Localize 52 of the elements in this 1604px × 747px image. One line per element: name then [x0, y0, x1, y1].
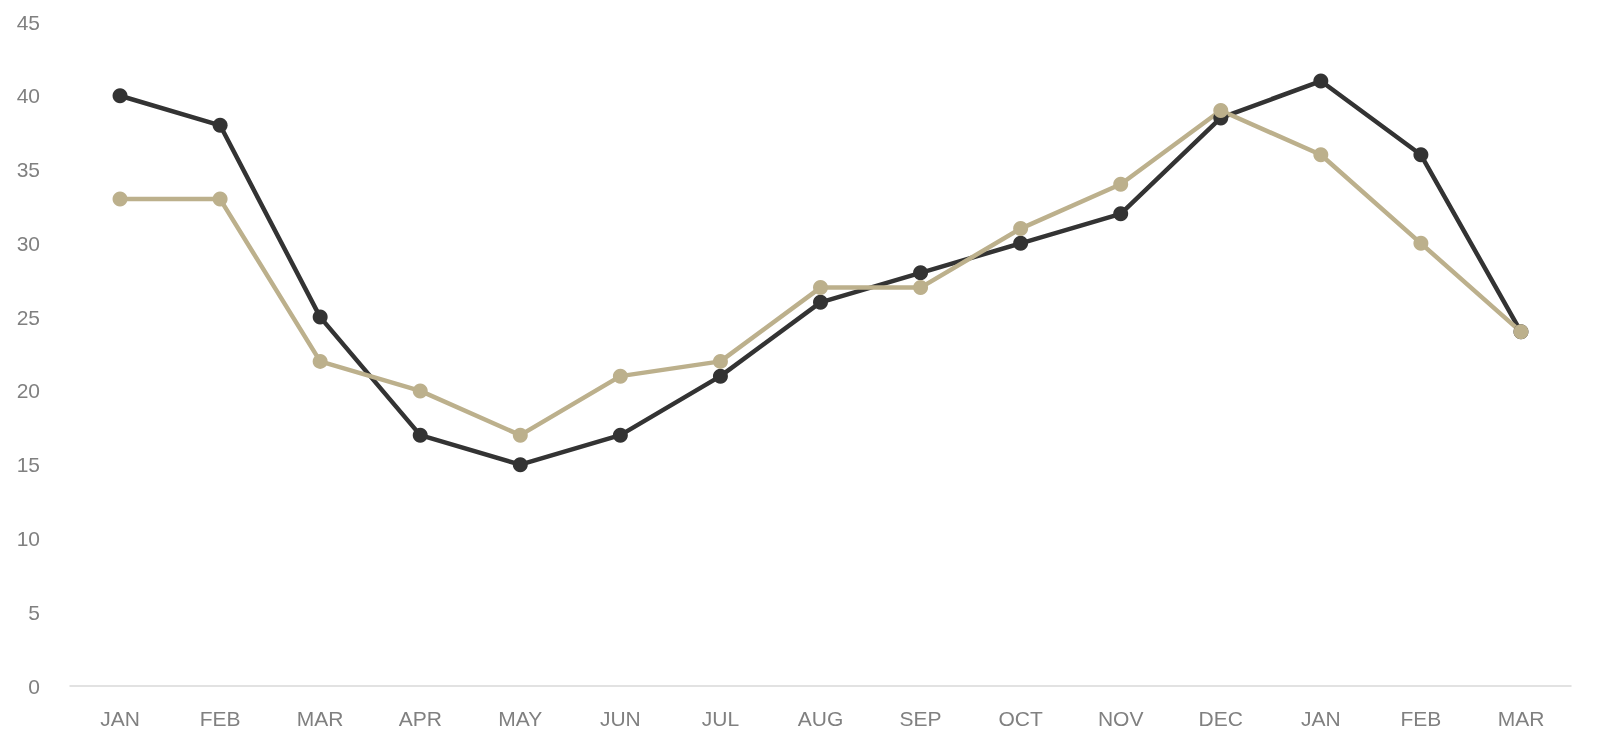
- point: [813, 280, 828, 296]
- x-tick-label: DEC: [1198, 707, 1243, 730]
- x-tick-label: FEB: [1400, 707, 1442, 730]
- point: [1313, 147, 1329, 163]
- point: [512, 427, 528, 443]
- point: [1213, 103, 1229, 119]
- point: [412, 427, 428, 443]
- x-tick-label: NOV: [1097, 707, 1144, 730]
- y-tick-label: 40: [16, 84, 40, 108]
- point: [112, 88, 128, 104]
- y-tick-label: 45: [16, 10, 40, 34]
- point: [1113, 176, 1129, 192]
- x-tick-label: JAN: [1300, 707, 1341, 730]
- point: [212, 191, 228, 207]
- point: [612, 427, 628, 443]
- point: [112, 191, 128, 207]
- y-tick-label: 25: [16, 305, 40, 329]
- x-tick-label: MAR: [296, 707, 344, 730]
- point: [813, 294, 828, 310]
- y-tick-label: 15: [16, 453, 40, 477]
- point: [1413, 235, 1429, 251]
- x-tick-label: JUL: [701, 707, 740, 730]
- x-tick-label: JAN: [100, 707, 140, 730]
- point: [312, 309, 328, 325]
- y-tick-label: 5: [28, 600, 40, 624]
- point: [1313, 73, 1329, 89]
- y-tick-label: 10: [16, 526, 40, 550]
- x-tick-label: JUN: [599, 707, 641, 730]
- x-tick-label: SEP: [899, 707, 942, 730]
- x-tick-label: FEB: [199, 707, 241, 730]
- x-tick-label: AUG: [797, 707, 844, 730]
- y-tick-label: 0: [28, 674, 40, 698]
- point: [712, 368, 728, 384]
- point: [1113, 206, 1129, 222]
- point: [1013, 235, 1029, 251]
- y-tick-label: 30: [16, 231, 40, 255]
- point: [512, 457, 528, 473]
- point: [312, 353, 328, 369]
- point: [612, 368, 628, 384]
- point: [412, 383, 428, 399]
- y-tick-label: 20: [16, 379, 40, 403]
- point: [913, 280, 929, 296]
- y-tick-label: 35: [16, 158, 40, 182]
- point: [913, 265, 929, 281]
- x-tick-label: MAR: [1497, 707, 1545, 730]
- point: [712, 353, 728, 369]
- point: [212, 117, 228, 133]
- point: [1413, 147, 1429, 163]
- x-tick-label: OCT: [998, 707, 1043, 730]
- x-tick-label: APR: [398, 707, 442, 730]
- point: [1013, 221, 1029, 237]
- x-tick-label: MAY: [498, 707, 543, 730]
